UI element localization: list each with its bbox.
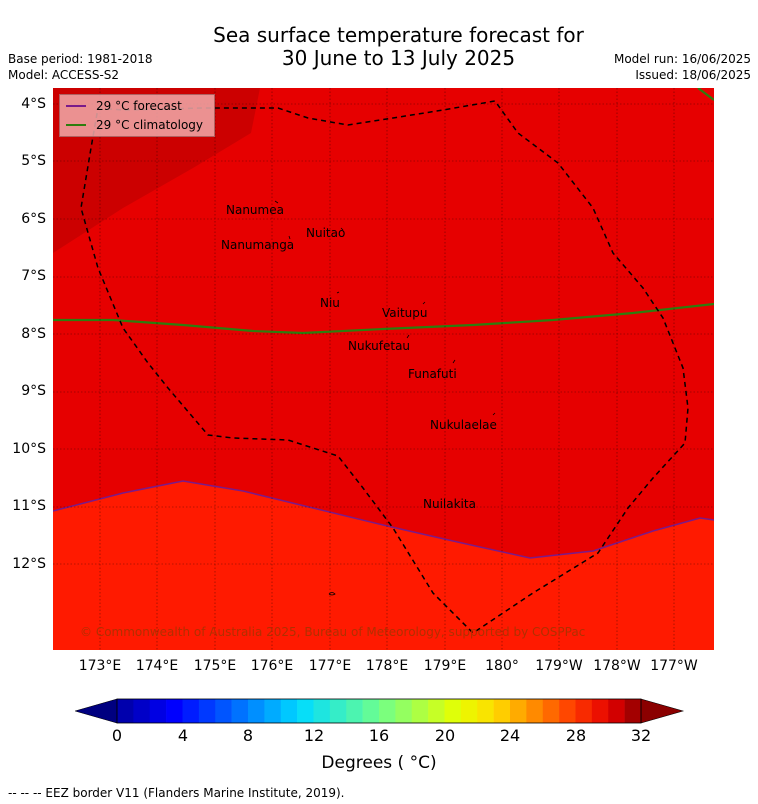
- colorbar-segment: [542, 699, 560, 723]
- lon-label: 175°E: [193, 658, 237, 674]
- gridlines: [53, 88, 714, 650]
- colorbar-segment: [133, 699, 151, 723]
- colorbar-label: Degrees ( °C): [321, 753, 437, 773]
- colorbar-segment: [182, 699, 200, 723]
- temperature-colorbar: [75, 698, 685, 724]
- colorbar-segment: [379, 699, 396, 723]
- colorbar-segment: [510, 699, 527, 723]
- colorbar-tick: 28: [565, 726, 587, 745]
- lat-label: 4°S: [21, 96, 46, 112]
- colorbar-segment: [117, 699, 134, 723]
- place-label: Niu: [320, 296, 340, 310]
- legend-forecast-label: 29 °C forecast: [96, 99, 182, 113]
- lat-label: 10°S: [12, 441, 46, 457]
- model-run: Model run: 16/06/2025: [613, 52, 751, 66]
- colorbar-segment: [411, 699, 429, 723]
- lon-label: 177°W: [650, 658, 698, 674]
- climatology-line-swatch: [66, 124, 86, 126]
- lat-label: 5°S: [21, 153, 46, 169]
- colorbar-segment: [362, 699, 380, 723]
- colorbar-low-extension: [75, 698, 118, 724]
- place-label: Nukufetau: [348, 339, 411, 353]
- lon-label: 178°E: [365, 658, 409, 674]
- colorbar-high-extension: [640, 698, 685, 724]
- colorbar-segment: [395, 699, 413, 723]
- colorbar-segment: [313, 699, 331, 723]
- colorbar-segment: [149, 699, 167, 723]
- band-28-29: [53, 481, 714, 650]
- lat-label: 6°S: [21, 211, 46, 227]
- lon-label: 177°E: [308, 658, 352, 674]
- base-period: Base period: 1981-2018: [8, 52, 153, 66]
- colorbar-tick: 16: [368, 726, 390, 745]
- colorbar-segment: [280, 699, 298, 723]
- place-label: Vaitupu: [382, 306, 428, 320]
- colorbar-segment: [624, 699, 642, 723]
- lat-label: 8°S: [21, 326, 46, 342]
- lat-label: 9°S: [21, 383, 46, 399]
- eez-footnote: -- -- -- EEZ border V11 (Flanders Marine…: [8, 786, 345, 800]
- lon-label: 173°E: [78, 658, 122, 674]
- colorbar-tick: 8: [242, 726, 254, 745]
- climatology-29c-contour: [53, 302, 714, 335]
- lat-label: 7°S: [21, 268, 46, 284]
- colorbar-tick: 32: [630, 726, 652, 745]
- colorbar-segment: [198, 699, 216, 723]
- lon-label: 176°E: [250, 658, 294, 674]
- colorbar-segment: [248, 699, 265, 723]
- colorbar-segment: [477, 699, 494, 723]
- colorbar-segment: [444, 699, 462, 723]
- forecast-29c-contour: [53, 480, 714, 559]
- colorbar-segment: [264, 699, 282, 723]
- legend-forecast: 29 °C forecast: [66, 97, 182, 115]
- place-label: Nuilakita: [423, 497, 476, 511]
- colorbar-tick: 4: [177, 726, 189, 745]
- colorbar-segment: [559, 699, 576, 723]
- place-label: Nanumanga: [221, 238, 295, 252]
- lat-label: 12°S: [12, 556, 46, 572]
- colorbar-segment: [460, 699, 478, 723]
- place-label: Nuitao: [306, 226, 346, 240]
- colorbar-tick: 12: [303, 726, 325, 745]
- climatology-corner-contour: [697, 88, 714, 101]
- colorbar-segment: [428, 699, 445, 723]
- forecast-line-swatch: [66, 105, 86, 107]
- lon-label: 174°E: [135, 658, 179, 674]
- colorbar-segment: [575, 699, 593, 723]
- legend-climatology: 29 °C climatology: [66, 116, 203, 134]
- colorbar-segment: [231, 699, 249, 723]
- colorbar-segment: [297, 699, 314, 723]
- legend-climatology-label: 29 °C climatology: [96, 118, 204, 132]
- colorbar-segment: [493, 699, 511, 723]
- lon-label: 178°W: [593, 658, 641, 674]
- colorbar-segment: [591, 699, 609, 723]
- lon-label: 179°E: [423, 658, 467, 674]
- colorbar-segment: [166, 699, 183, 723]
- colorbar-tick: 20: [434, 726, 456, 745]
- eez-border: [80, 100, 689, 634]
- colorbar-segment: [215, 699, 232, 723]
- colorbar-segment: [346, 699, 363, 723]
- place-label: Nanumea: [226, 203, 284, 217]
- colorbar-segment: [329, 699, 347, 723]
- copyright-notice: © Commonwealth of Australia 2025, Bureau…: [80, 625, 586, 639]
- title-line-1: Sea surface temperature forecast for: [213, 23, 584, 47]
- colorbar-tick: 0: [111, 726, 123, 745]
- lon-label: 180°: [485, 658, 519, 674]
- lat-label: 11°S: [12, 498, 46, 514]
- title-line-2: 30 June to 13 July 2025: [281, 46, 516, 70]
- place-label: Funafuti: [408, 367, 457, 381]
- issued-date: Issued: 18/06/2025: [635, 68, 751, 82]
- island-markers: [274, 200, 496, 596]
- colorbar-segment: [608, 699, 625, 723]
- lon-label: 179°W: [535, 658, 583, 674]
- colorbar-segment: [526, 699, 544, 723]
- colorbar-tick: 24: [499, 726, 521, 745]
- place-label: Nukulaelae: [430, 418, 497, 432]
- sst-map: [53, 88, 714, 650]
- map-legend: 29 °C forecast 29 °C climatology: [59, 94, 215, 137]
- model-name: Model: ACCESS-S2: [8, 68, 120, 82]
